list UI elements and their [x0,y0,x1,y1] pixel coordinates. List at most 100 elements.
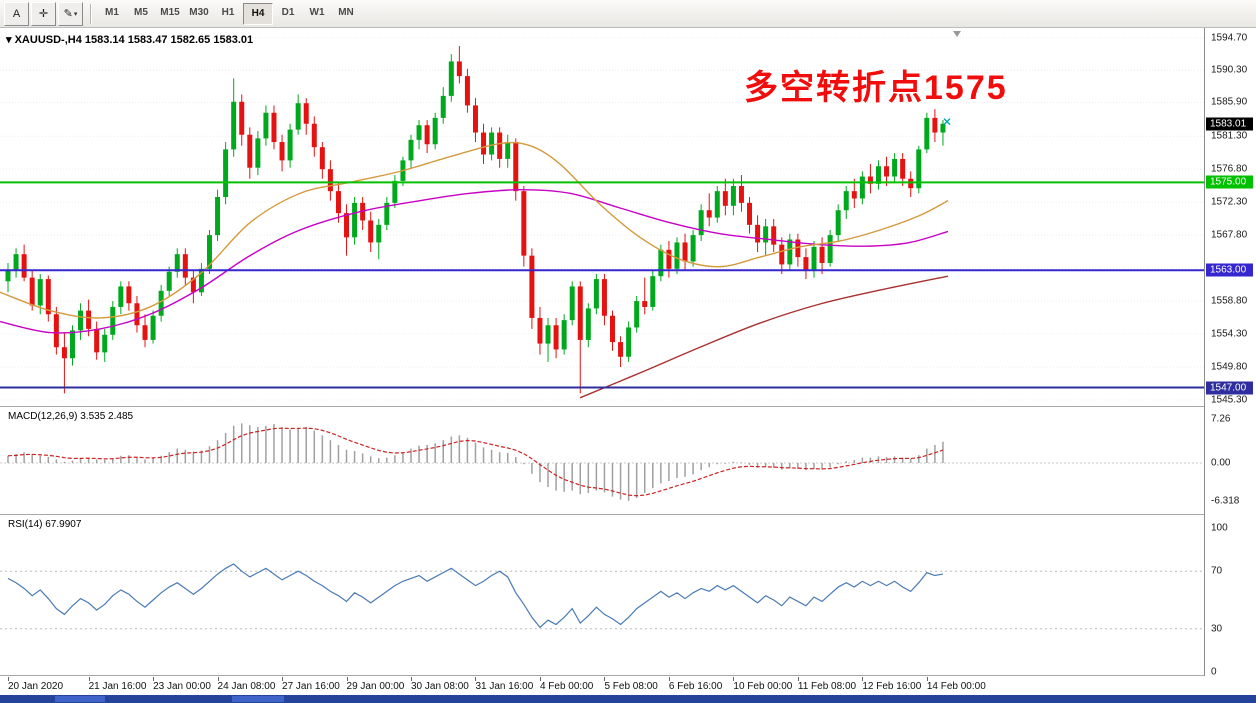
rsi-axis-label: 30 [1211,623,1223,635]
time-axis-label: 30 Jan 08:00 [411,681,469,692]
timeframe-m1-button[interactable]: M1 [105,7,119,18]
time-axis-label: 27 Jan 16:00 [282,681,340,692]
time-axis-label: 14 Feb 00:00 [926,681,986,692]
time-tick [411,677,412,681]
symbol-timeframe-label: XAUUSD-,H4 [14,34,82,46]
chart-shift-marker-icon [953,31,961,37]
time-tick [8,677,9,681]
time-tick [88,677,90,681]
time-axis-label: 24 Jan 08:00 [217,681,276,692]
taskbar-item [232,696,284,702]
price-tag-1575.00[interactable]: 1575.00 [1206,175,1253,189]
chevron-down-icon: ▾ [73,10,78,18]
time-axis-label: 29 Jan 00:00 [346,681,405,692]
crosshair-tool-icon: ✛ [38,8,49,20]
price-axis-label: 1594.70 [1211,32,1248,44]
price-axis-label: 1572.30 [1211,196,1248,208]
time-tick [346,677,348,681]
toolbar-separator [90,3,91,24]
time-axis-label: 6 Feb 16:00 [668,681,723,692]
time-axis-label: 11 Feb 08:00 [797,681,857,692]
macd-axis-label: 7.26 [1211,413,1231,425]
draw-tool-button[interactable]: ✎ ▾ [58,1,83,26]
draw-tool-icon: ✎ [63,8,73,20]
time-axis-label: 12 Feb 16:00 [862,681,922,692]
macd-histogram [7,423,944,501]
time-axis-label: 10 Feb 00:00 [733,681,793,692]
text-tool-icon: A [12,7,21,20]
macd-axis-label: 0.00 [1211,457,1231,469]
timeframe-d1-button[interactable]: D1 [281,7,295,18]
price-axis-label: 1554.30 [1211,328,1248,340]
time-tick [668,677,670,681]
macd-signal-line [7,427,944,497]
panel-divider[interactable] [0,514,1256,515]
chart-annotation-text[interactable]: 多空转折点1575 [744,69,1008,107]
time-tick [217,677,219,681]
text-tool-button[interactable]: A [4,1,29,26]
price-axis-label: 1585.90 [1211,96,1248,108]
time-axis[interactable]: 20 Jan 2020 21 Jan 16:00 23 Jan 00:00 24 Ja… [0,677,1204,694]
time-tick [862,677,864,681]
toolbar: A ✛ ✎ ▾ M1 M5 M15 M30 H1 H4 D1 W1 MN [0,0,1256,28]
time-axis-label: 4 Feb 00:00 [539,681,594,692]
main-price-chart[interactable] [0,28,1204,406]
taskbar-strip [0,695,1256,703]
timeframe-m30-button[interactable]: M30 [189,7,209,18]
price-axis[interactable]: 1594.70 1590.30 1585.90 1581.30 1576.80 1572.… [1204,28,1256,678]
rsi-indicator-panel[interactable] [0,515,1204,675]
macd-label: MACD(12,26,9) 3.535 2.485 [8,411,134,422]
ohlc-values: 1583.14 1583.47 1582.65 1583.01 [84,34,254,46]
rsi-axis-label: 70 [1211,565,1223,577]
timeframe-m5-button[interactable]: M5 [134,7,148,18]
price-axis-label: 1590.30 [1211,64,1248,76]
price-axis-label: 1549.80 [1211,361,1248,373]
crosshair-tool-button[interactable]: ✛ [31,1,56,26]
taskbar-item [55,696,105,702]
ma-darkred [579,275,949,399]
time-tick [604,677,606,681]
time-tick [733,677,735,681]
price-axis-label: 1545.30 [1211,394,1248,406]
time-tick [797,677,799,681]
tool-button-group: A ✛ ✎ ▾ [4,1,83,26]
price-axis-label: 1576.80 [1211,163,1248,175]
timeframe-h4-button[interactable]: H4 [243,2,273,25]
timeframe-w1-button[interactable]: W1 [309,7,325,18]
price-axis-label: 1558.80 [1211,295,1248,307]
price-tag-1563.00[interactable]: 1563.00 [1206,263,1253,277]
ma-orange [0,141,949,319]
rsi-axis-label: 100 [1211,522,1228,534]
price-axis-label: 1581.30 [1211,130,1248,142]
current-price-tag: 1583.01 [1206,117,1253,131]
time-tick [926,677,928,681]
chart-dropdown-icon: ▾ [6,34,12,46]
time-axis-label: 23 Jan 00:00 [153,681,211,692]
macd-axis-label: -6.318 [1211,495,1240,507]
time-axis-label: 31 Jan 16:00 [475,681,534,692]
time-tick [153,677,155,681]
timeframe-h1-button[interactable]: H1 [221,7,235,18]
time-tick [475,677,477,681]
rsi-label: RSI(14) 67.9907 [8,519,82,530]
timeframe-button-group: M1 M5 M15 M30 H1 H4 D1 W1 MN [98,2,360,25]
timeframe-m15-button[interactable]: M15 [160,7,180,18]
rsi-line [7,563,944,629]
time-axis-label: 21 Jan 16:00 [88,681,147,692]
symbol-ohlc-header: ▾ XAUUSD-,H4 1583.14 1583.47 1582.65 158… [6,33,253,46]
panel-divider[interactable] [0,406,1256,407]
time-axis-label: 20 Jan 2020 [8,681,64,692]
timeframe-mn-button[interactable]: MN [338,7,354,18]
price-tag-1547.00[interactable]: 1547.00 [1206,381,1253,395]
last-price-marker-icon [943,118,951,126]
panel-divider[interactable] [0,675,1256,676]
price-gridlines [0,37,1204,401]
price-axis-label: 1567.80 [1211,229,1248,241]
macd-indicator-panel[interactable] [0,407,1204,514]
candlestick-series [5,46,946,394]
time-tick [539,677,541,681]
rsi-axis-label: 0 [1211,666,1217,678]
time-axis-label: 5 Feb 08:00 [604,681,658,692]
time-tick [282,677,284,681]
